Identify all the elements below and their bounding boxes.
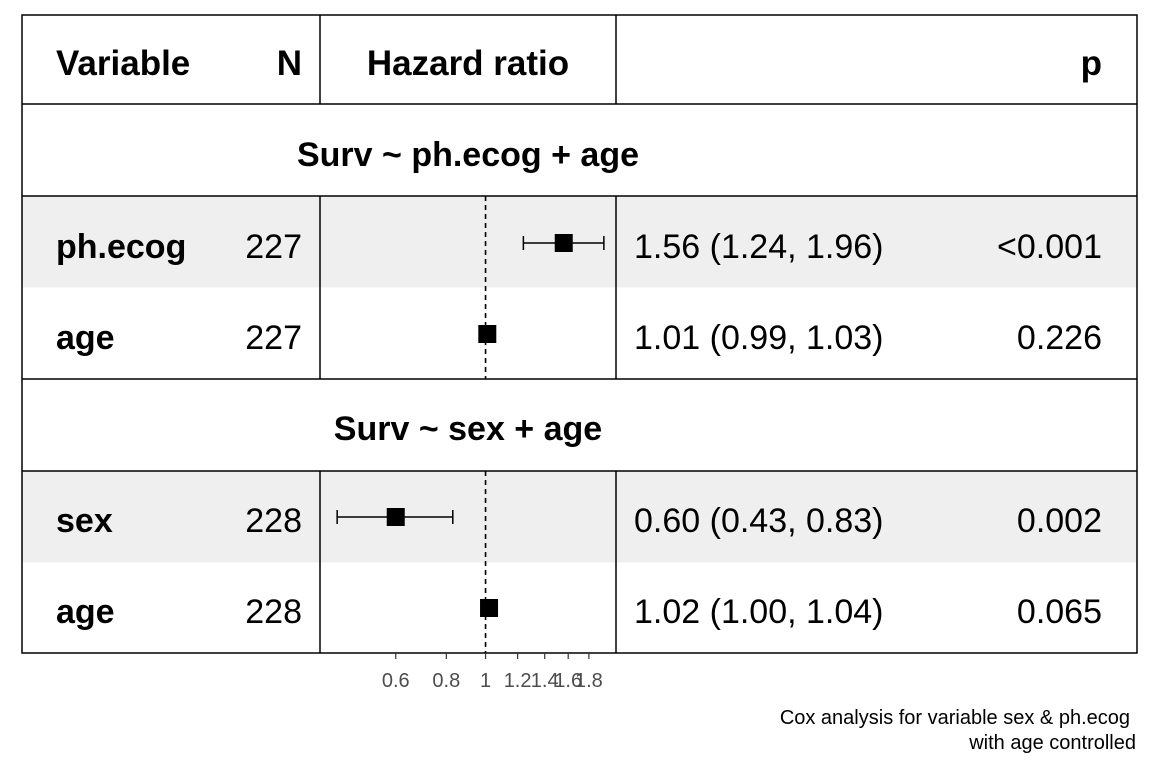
row-p-value: <0.001 bbox=[997, 228, 1102, 266]
table-grid-lines bbox=[21, 14, 1138, 654]
x-tick-label: 0.6 bbox=[382, 670, 410, 692]
row-n-value: 228 bbox=[245, 502, 302, 540]
hazard-ratio-marks bbox=[336, 196, 605, 653]
header-hazard-ratio: Hazard ratio bbox=[367, 44, 569, 83]
row-p-value: 0.002 bbox=[1017, 502, 1102, 540]
x-tick-label: 1.4 bbox=[531, 670, 559, 692]
x-tick-label: 1.8 bbox=[575, 670, 603, 692]
row-stripe bbox=[22, 471, 1137, 563]
row-stripes bbox=[22, 196, 1137, 563]
header-p: p bbox=[1081, 44, 1102, 83]
row-ci-text: 1.01 (0.99, 1.03) bbox=[634, 319, 884, 357]
row-stripe bbox=[22, 196, 1137, 288]
x-tick-label: 0.8 bbox=[432, 670, 460, 692]
header-n: N bbox=[277, 44, 302, 83]
header-variable: Variable bbox=[56, 44, 190, 83]
group-title-1: Surv ~ ph.ecog + age bbox=[297, 136, 639, 174]
row-variable-label: age bbox=[56, 319, 115, 357]
row-ci-text: 0.60 (0.43, 0.83) bbox=[634, 502, 884, 540]
x-tick-label: 1.2 bbox=[504, 670, 532, 692]
caption-line-1: Cox analysis for variable sex & ph.ecog bbox=[780, 707, 1130, 729]
row-n-value: 228 bbox=[245, 593, 302, 631]
row-variable-label: sex bbox=[56, 502, 113, 540]
x-tick-label: 1 bbox=[480, 670, 491, 692]
row-n-value: 227 bbox=[245, 228, 302, 266]
hr-point bbox=[478, 325, 497, 343]
row-p-value: 0.065 bbox=[1017, 593, 1102, 631]
row-n-value: 227 bbox=[245, 319, 302, 357]
row-variable-label: age bbox=[56, 593, 115, 631]
hr-point bbox=[386, 508, 405, 526]
group-title-2: Surv ~ sex + age bbox=[334, 410, 602, 448]
row-ci-text: 1.56 (1.24, 1.96) bbox=[634, 228, 884, 266]
x-axis: 0.6 0.8 1 1.2 1.41.61.8 bbox=[382, 653, 603, 692]
caption-line-2: with age controlled bbox=[968, 732, 1136, 754]
row-variable-label: ph.ecog bbox=[56, 228, 186, 266]
table-border bbox=[21, 14, 1138, 654]
hr-point bbox=[554, 234, 573, 252]
hr-point bbox=[480, 599, 499, 617]
row-ci-text: 1.02 (1.00, 1.04) bbox=[634, 593, 884, 631]
x-tick-label: 1.6 bbox=[554, 670, 582, 692]
row-p-value: 0.226 bbox=[1017, 319, 1102, 357]
